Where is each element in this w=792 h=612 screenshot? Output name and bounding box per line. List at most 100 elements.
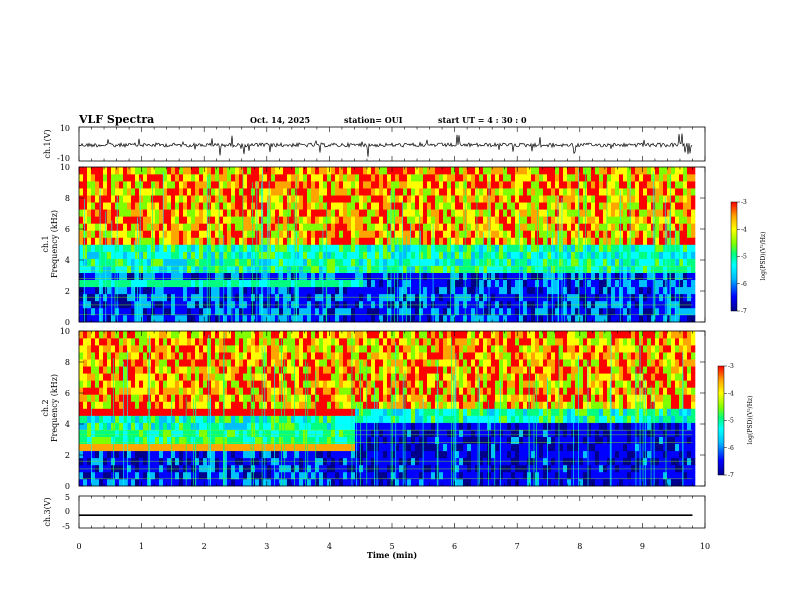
spectrogram-cell: [175, 408, 180, 416]
spectrogram-cell: [215, 450, 220, 459]
spectrogram-cell: [255, 478, 260, 487]
spectrogram-cell: [155, 394, 160, 402]
spectrogram-cell: [443, 174, 448, 182]
spectrogram-cell: [151, 331, 156, 339]
spectrogram-cell: [511, 265, 516, 273]
spectrogram-cell: [527, 181, 532, 189]
spectrogram-cell: [319, 401, 324, 409]
spectrogram-cell: [511, 258, 516, 266]
spectrogram-cell: [271, 415, 276, 423]
spectrogram-cell: [623, 202, 628, 210]
spectrogram-cell: [547, 209, 552, 217]
spectrogram-cell: [175, 380, 180, 388]
spectrogram-cell: [91, 443, 96, 452]
spectrogram-cell: [659, 230, 664, 238]
spectrogram-cell: [315, 265, 320, 273]
spectrogram-cell: [295, 436, 300, 445]
spectrogram-cell: [631, 265, 636, 273]
spectrogram-cell: [231, 265, 236, 273]
spectrogram-cell: [187, 209, 192, 217]
spectrogram-cell: [495, 300, 500, 309]
spectrogram-cell: [163, 314, 168, 323]
spectrogram-cell: [163, 380, 168, 388]
spectrogram-cell: [559, 209, 564, 217]
spectrogram-cell: [523, 307, 528, 316]
spectrogram-cell: [135, 209, 140, 217]
spectrogram-cell: [303, 237, 308, 245]
spectrogram-cell: [131, 181, 136, 189]
spectrogram-cell: [591, 223, 596, 231]
spectrogram-cell: [307, 422, 312, 430]
spectrogram-cell: [367, 181, 372, 189]
spectrogram-cell: [411, 209, 416, 217]
spectrogram-cell: [83, 345, 88, 353]
spectrogram-cell: [459, 258, 464, 266]
spectrogram-cell: [483, 258, 488, 266]
spectrogram-cell: [307, 373, 312, 381]
spectrogram-cell: [243, 237, 248, 245]
spectrogram-cell: [571, 230, 576, 238]
spectrogram-cell: [659, 244, 664, 252]
spectrogram-cell: [239, 352, 244, 360]
spectrogram-cell: [455, 216, 460, 224]
spectrogram-cell: [167, 422, 172, 430]
spectrogram-cell: [199, 188, 204, 196]
spectrogram-cell: [455, 300, 460, 309]
spectrogram-cell: [107, 251, 112, 259]
spectrogram-cell: [619, 286, 624, 295]
spectrogram-cell: [231, 436, 236, 445]
spectrogram-cell: [195, 279, 200, 288]
spectrogram-cell: [95, 450, 100, 459]
spectrogram-cell: [231, 359, 236, 367]
spectrogram-cell: [379, 188, 384, 196]
spectrogram-cell: [303, 244, 308, 252]
spectrogram-cell: [503, 209, 508, 217]
spectrogram-cell: [163, 216, 168, 224]
spectrogram-cell: [691, 300, 696, 309]
spectrogram-cell: [307, 167, 312, 175]
spectrogram-cell: [243, 174, 248, 182]
spectrogram-cell: [595, 167, 600, 175]
spectrogram-cell: [399, 167, 404, 175]
spectrogram-cell: [283, 464, 288, 473]
spectrogram-cell: [135, 265, 140, 273]
spectrogram-cell: [507, 244, 512, 252]
spectrogram-cell: [675, 223, 680, 231]
spectrogram-cell: [235, 244, 240, 252]
spectrogram-cell: [99, 429, 104, 437]
spectrogram-cell: [87, 345, 92, 353]
spectrogram-cell: [287, 202, 292, 210]
spectrogram-cell: [471, 181, 476, 189]
spectrogram-cell: [431, 209, 436, 217]
spectrogram-cell: [423, 237, 428, 245]
spectrogram-cell: [163, 195, 168, 203]
spectrogram-cell: [467, 300, 472, 309]
spectrogram-cell: [95, 338, 100, 346]
spectrogram-cell: [219, 429, 224, 437]
spectrogram-cell: [567, 265, 572, 273]
spectrogram-cell: [467, 244, 472, 252]
spectrogram-cell: [195, 202, 200, 210]
spectrogram-cell: [539, 314, 544, 323]
spectrogram-cell: [119, 265, 124, 273]
spectrogram-cell: [111, 230, 116, 238]
spectrogram-cell: [315, 202, 320, 210]
spectrogram-cell: [127, 401, 132, 409]
spectrogram-cell: [423, 216, 428, 224]
spectrogram-cell: [659, 216, 664, 224]
spectrogram-cell: [179, 464, 184, 473]
spectrogram-cell: [291, 244, 296, 252]
spectrogram-cell: [603, 174, 608, 182]
spectrogram-cell: [407, 279, 412, 288]
spectrogram-cell: [323, 244, 328, 252]
spectrogram-cell: [135, 380, 140, 388]
spectrogram-cell: [291, 359, 296, 367]
spectrogram-cell: [655, 258, 660, 266]
spectrogram-cell: [215, 345, 220, 353]
spectrogram-cell: [107, 272, 112, 281]
spectrogram-cell: [383, 272, 388, 281]
spectrogram-cell: [287, 478, 292, 487]
spectrogram-cell: [431, 195, 436, 203]
spectrogram-cell: [643, 314, 648, 323]
spectrogram-cell: [323, 230, 328, 238]
